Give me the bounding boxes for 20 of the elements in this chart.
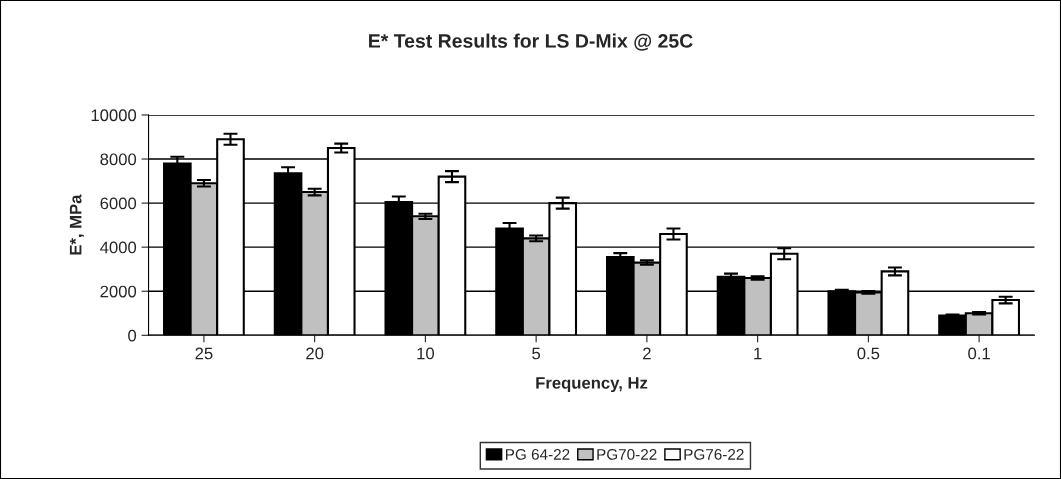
x-tick-label: 10 — [417, 347, 435, 360]
legend-label: PG 64-22 — [505, 449, 570, 460]
x-tick-label: 1 — [754, 347, 762, 360]
y-tick-label: 4000 — [100, 241, 137, 254]
x-tick-label: 2 — [643, 347, 651, 360]
x-tick-label: 0.5 — [857, 347, 880, 360]
y-tick-label: 8000 — [100, 153, 137, 166]
x-tick-label: 5 — [532, 347, 541, 360]
y-tick-label: 2000 — [100, 285, 137, 298]
y-axis-title: E*, MPa — [69, 194, 84, 255]
chart-title: E* Test Results for LS D-Mix @ 25C — [369, 33, 693, 51]
legend-label: PG76-22 — [684, 449, 744, 460]
y-tick-label: 6000 — [100, 197, 137, 210]
legend-label: PG70-22 — [597, 449, 657, 460]
y-tick-label: 10000 — [91, 109, 137, 122]
x-tick-label: 20 — [306, 347, 324, 360]
x-tick-label: 0.1 — [968, 347, 990, 360]
x-tick-label: 25 — [195, 347, 213, 360]
x-axis-title: Frequency, Hz — [536, 377, 648, 393]
y-tick-label: 0 — [128, 329, 137, 342]
